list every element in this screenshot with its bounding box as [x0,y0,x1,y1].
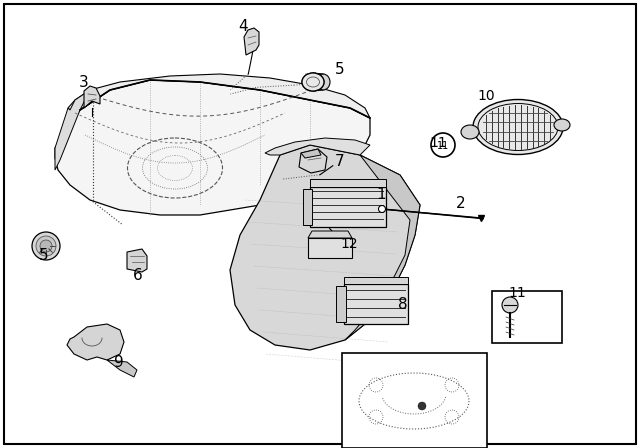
Ellipse shape [36,236,56,256]
Polygon shape [55,80,370,215]
Bar [310,187,386,227]
Ellipse shape [40,240,52,252]
Text: 10: 10 [477,89,495,103]
Ellipse shape [461,125,479,139]
Text: 11: 11 [508,286,526,301]
Text: 5: 5 [38,248,49,263]
Text: 7: 7 [334,154,344,169]
Text: 11: 11 [429,136,447,151]
Polygon shape [67,324,124,360]
Text: 11: 11 [437,141,449,151]
Ellipse shape [473,99,563,155]
Polygon shape [344,277,408,284]
Polygon shape [84,86,100,108]
Text: 2: 2 [456,196,466,211]
Ellipse shape [316,74,330,90]
Polygon shape [68,74,370,118]
Polygon shape [308,231,352,238]
Bar [342,353,487,448]
Polygon shape [345,155,420,340]
Polygon shape [244,28,259,55]
Polygon shape [310,179,386,187]
Polygon shape [127,249,147,272]
Text: 9: 9 [113,355,124,370]
Text: 1: 1 [376,187,386,202]
Ellipse shape [554,119,570,131]
Circle shape [431,133,455,157]
Polygon shape [55,90,90,170]
Text: 12: 12 [340,237,358,251]
Bar [336,286,346,322]
Text: 6: 6 [132,268,143,283]
Polygon shape [299,149,327,173]
Bar [344,284,408,324]
Ellipse shape [32,232,60,260]
Text: 8: 8 [398,297,408,312]
Polygon shape [265,138,370,155]
Polygon shape [230,145,420,350]
Circle shape [378,206,385,212]
Text: 5: 5 [334,62,344,77]
Bar [308,238,352,258]
Text: 3: 3 [78,75,88,90]
Bar [305,73,321,91]
Circle shape [418,402,426,410]
Polygon shape [107,360,137,377]
Polygon shape [301,149,321,158]
Bar [492,291,562,343]
Circle shape [502,297,518,313]
Bar [303,189,312,225]
Text: 4: 4 [238,19,248,34]
Ellipse shape [302,73,324,91]
Ellipse shape [302,73,324,91]
